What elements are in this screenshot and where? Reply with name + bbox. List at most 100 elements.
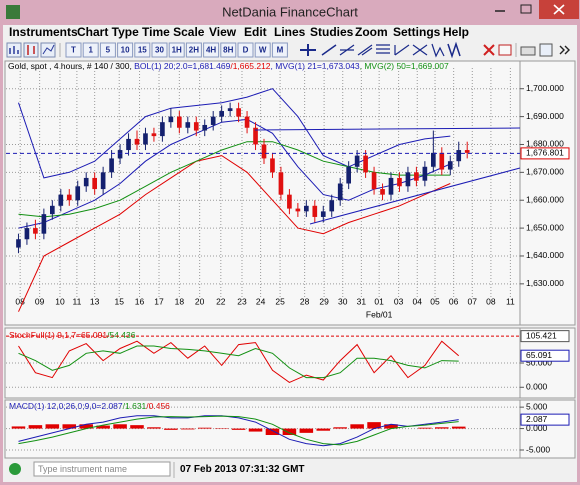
y-tick-label: 5.000 [526, 401, 548, 411]
y-tick-label: 0.000 [526, 382, 548, 392]
x-tick-label: 15 [114, 296, 124, 306]
more-icon[interactable] [559, 45, 570, 55]
x-tick-label: 07 [468, 296, 478, 306]
series-line [18, 415, 459, 446]
time-scale-button[interactable] [117, 42, 134, 58]
last-value-box [520, 413, 570, 426]
menu-item[interactable]: Lines [274, 25, 306, 39]
candle-body [66, 194, 72, 201]
cross-tool-icon[interactable] [412, 44, 428, 56]
time-scale-button[interactable] [151, 42, 168, 58]
menu-item[interactable]: Instruments [9, 25, 78, 39]
candle-body [397, 177, 402, 187]
maximize-button[interactable] [513, 0, 539, 19]
crosshair-icon[interactable] [300, 44, 316, 56]
x-tick-label: 28 [300, 296, 310, 306]
candle-glyph [27, 45, 35, 55]
time-scale-button[interactable] [220, 42, 237, 58]
histogram-bar [181, 428, 195, 430]
x-tick-label: 08 [486, 296, 496, 306]
histogram-bar [299, 428, 314, 433]
delete-icon[interactable] [483, 44, 495, 56]
legend-part: StochFull(1) 9,1,7=65.091 [9, 330, 107, 340]
time-scale-button[interactable] [203, 42, 220, 58]
ray-tool-icon[interactable] [394, 44, 410, 56]
y-tick-label: 1,680.000 [526, 139, 564, 149]
candle-body [50, 205, 55, 215]
time-scale-button[interactable] [134, 42, 151, 58]
x-tick-label: 17 [154, 296, 164, 306]
fan-tool-icon[interactable] [357, 44, 373, 56]
minimize-button[interactable] [487, 0, 513, 19]
time-scale-button[interactable] [65, 42, 82, 58]
time-scale-label: 30 [155, 46, 164, 55]
time-scale-label: 15 [138, 46, 147, 55]
channel-tool-icon[interactable] [339, 44, 355, 56]
candle-body [75, 186, 81, 201]
time-scale-button[interactable] [82, 42, 99, 58]
trend-line-lower [309, 167, 521, 225]
instrument-search-input[interactable] [33, 461, 171, 477]
x-tick-label: 03 [394, 296, 404, 306]
candle-body [405, 172, 411, 187]
histogram-bar [435, 427, 449, 429]
time-scale-button[interactable] [237, 42, 254, 58]
status-timestamp: 07 Feb 2013 07:31:32 GMT [180, 464, 305, 475]
panel-legend: MACD(1) 12,0;26,0;9,0=2.087/1.631/0.456 [9, 401, 170, 411]
histogram-bar [130, 425, 144, 429]
macd-axis [519, 399, 576, 459]
x-tick-label: 18 [175, 296, 185, 306]
fib-tool-icon[interactable] [376, 44, 390, 54]
menu-item[interactable]: Settings [393, 25, 441, 39]
window-title: NetDania FinanceChart [222, 4, 358, 19]
time-scale-button[interactable] [254, 42, 271, 58]
candle-body [58, 194, 64, 206]
time-scale-button[interactable] [168, 42, 185, 58]
candle-body [270, 158, 275, 173]
window-controls [487, 0, 579, 19]
candle-body [304, 205, 309, 212]
line-tool-icon[interactable] [321, 44, 337, 56]
legend-part: MACD(1) 12,0;26,0;9,0=2.087 [9, 401, 123, 411]
time-scale-label: 5 [106, 46, 111, 55]
panel: MACD(1) 12,0;26,0;9,0=2.087/1.631/0.456 5… [6, 401, 570, 454]
last-value-box [520, 147, 570, 160]
menu-item[interactable]: Time Scale [142, 25, 205, 39]
zigzag-tool-icon[interactable] [447, 41, 461, 59]
print-icon[interactable] [520, 46, 536, 56]
candle-body [227, 108, 233, 112]
menu-item[interactable]: Edit [244, 25, 267, 39]
line-icon[interactable] [40, 42, 56, 58]
candle-body [202, 124, 208, 131]
legend-part: /1.631 [123, 401, 147, 411]
wave-tool-icon[interactable] [431, 43, 445, 58]
candle-icon[interactable] [23, 42, 39, 58]
clear-icon[interactable] [498, 44, 512, 56]
time-scale-button[interactable] [185, 42, 202, 58]
menu-item[interactable]: View [209, 25, 237, 39]
connection-indicator [9, 463, 21, 475]
time-scale-button[interactable] [271, 42, 288, 58]
y-tick-label: 1,690.000 [526, 111, 564, 121]
menu-item[interactable]: Chart Type [77, 25, 139, 39]
time-scale-label: 1H [172, 46, 182, 55]
window-icon[interactable] [539, 43, 553, 57]
candle-body [329, 200, 335, 212]
time-scale-label: 10 [121, 46, 130, 55]
time-scale-button[interactable] [99, 42, 116, 58]
last-value-label: 65.091 [526, 350, 552, 360]
main-chart-frame [4, 60, 576, 326]
menu-item[interactable]: Studies [310, 25, 354, 39]
candle-body [295, 208, 301, 212]
legend-part: /0.456 [146, 401, 170, 411]
menu-item[interactable]: Zoom [355, 25, 388, 39]
panel: StochFull(1) 9,1,7=65.091/54.436 50.000 0.… [6, 330, 570, 392]
candle-body [261, 144, 267, 159]
candle-body [219, 111, 224, 117]
x-tick-label: 10 [55, 296, 65, 306]
x-tick-label: 09 [35, 296, 45, 306]
histogram-bar [113, 424, 127, 429]
y-tick-label: -5.000 [526, 444, 550, 454]
menu-item[interactable]: Help [443, 25, 469, 39]
y-tick-label: 1,700.000 [526, 83, 564, 93]
